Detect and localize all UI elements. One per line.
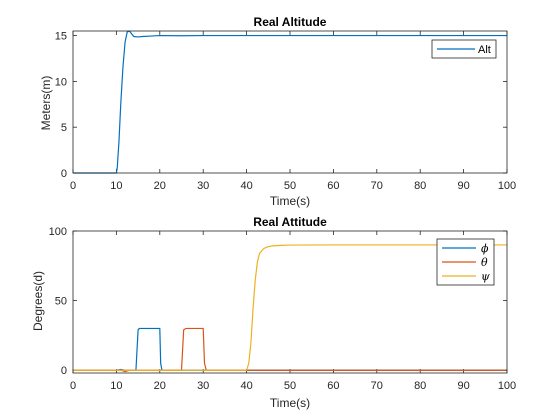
altitude-axes-box (72, 30, 508, 174)
altitude-y-axis-label: Meters(m) (39, 76, 53, 131)
legend-phi-label: ϕ (481, 242, 489, 255)
altitude-x-tick-label: 30 (197, 180, 209, 192)
attitude-chart: Real Attitude Time(s) Degrees(d) 0 10 20 30… (31, 215, 516, 410)
altitude-y-tick-label: 10 (55, 76, 67, 88)
attitude-lines (73, 244, 507, 373)
attitude-x-tick-label: 60 (327, 380, 339, 392)
altitude-x-tick-label: 80 (414, 180, 426, 192)
attitude-legend: ϕ θ ψ (436, 238, 495, 286)
altitude-chart: Real Altitude Time(s) Meters(m) 0 10 20 30 4… (39, 15, 516, 208)
altitude-x-tick-label: 90 (457, 180, 469, 192)
attitude-x-tick-label: 80 (414, 380, 426, 392)
altitude-x-tick-label: 50 (284, 180, 296, 192)
altitude-x-tick-label: 70 (371, 180, 383, 192)
attitude-x-tick-label: 100 (498, 380, 516, 392)
attitude-x-tick-label: 30 (197, 380, 209, 392)
altitude-lines (73, 30, 507, 174)
series-line-psi (73, 244, 507, 371)
attitude-x-tick-label: 10 (110, 380, 122, 392)
attitude-x-tick-label: 0 (70, 380, 76, 392)
attitude-x-axis-label: Time(s) (270, 396, 310, 410)
attitude-y-tick-label: 50 (55, 296, 67, 308)
attitude-y-tick-label: 0 (61, 365, 67, 377)
altitude-x-axis-label: Time(s) (270, 194, 310, 208)
altitude-x-tick-label: 10 (110, 180, 122, 192)
altitude-x-tick-label: 0 (70, 180, 76, 192)
attitude-chart-title: Real Attitude (253, 215, 327, 229)
legend-theta-label: θ (481, 256, 488, 269)
altitude-chart-title: Real Altitude (254, 15, 327, 29)
attitude-x-tick-label: 90 (457, 380, 469, 392)
attitude-x-tick-label: 40 (240, 380, 252, 392)
altitude-y-tick-label: 15 (55, 31, 67, 43)
attitude-ticks: 0 10 20 30 40 50 60 70 80 90 100 0 50 100 (49, 226, 517, 392)
series-line-alt (73, 30, 507, 174)
altitude-ticks: 0 10 20 30 40 50 60 70 80 90 100 0 5 10 15 (55, 31, 516, 192)
attitude-axes-box (72, 230, 508, 374)
altitude-x-tick-label: 20 (154, 180, 166, 192)
altitude-y-tick-label: 0 (61, 168, 67, 180)
legend-alt-label: Alt (478, 44, 491, 56)
series-line-theta (73, 327, 507, 373)
attitude-y-axis-label: Degrees(d) (31, 271, 45, 331)
altitude-legend: Alt (431, 39, 497, 59)
attitude-x-tick-label: 70 (371, 380, 383, 392)
altitude-y-tick-label: 5 (61, 122, 67, 134)
altitude-x-tick-label: 40 (240, 180, 252, 192)
attitude-x-tick-label: 20 (154, 380, 166, 392)
altitude-x-tick-label: 100 (498, 180, 516, 192)
legend-psi-label: ψ (481, 270, 490, 283)
attitude-x-tick-label: 50 (284, 380, 296, 392)
altitude-x-tick-label: 60 (327, 180, 339, 192)
attitude-y-tick-label: 100 (49, 226, 67, 238)
